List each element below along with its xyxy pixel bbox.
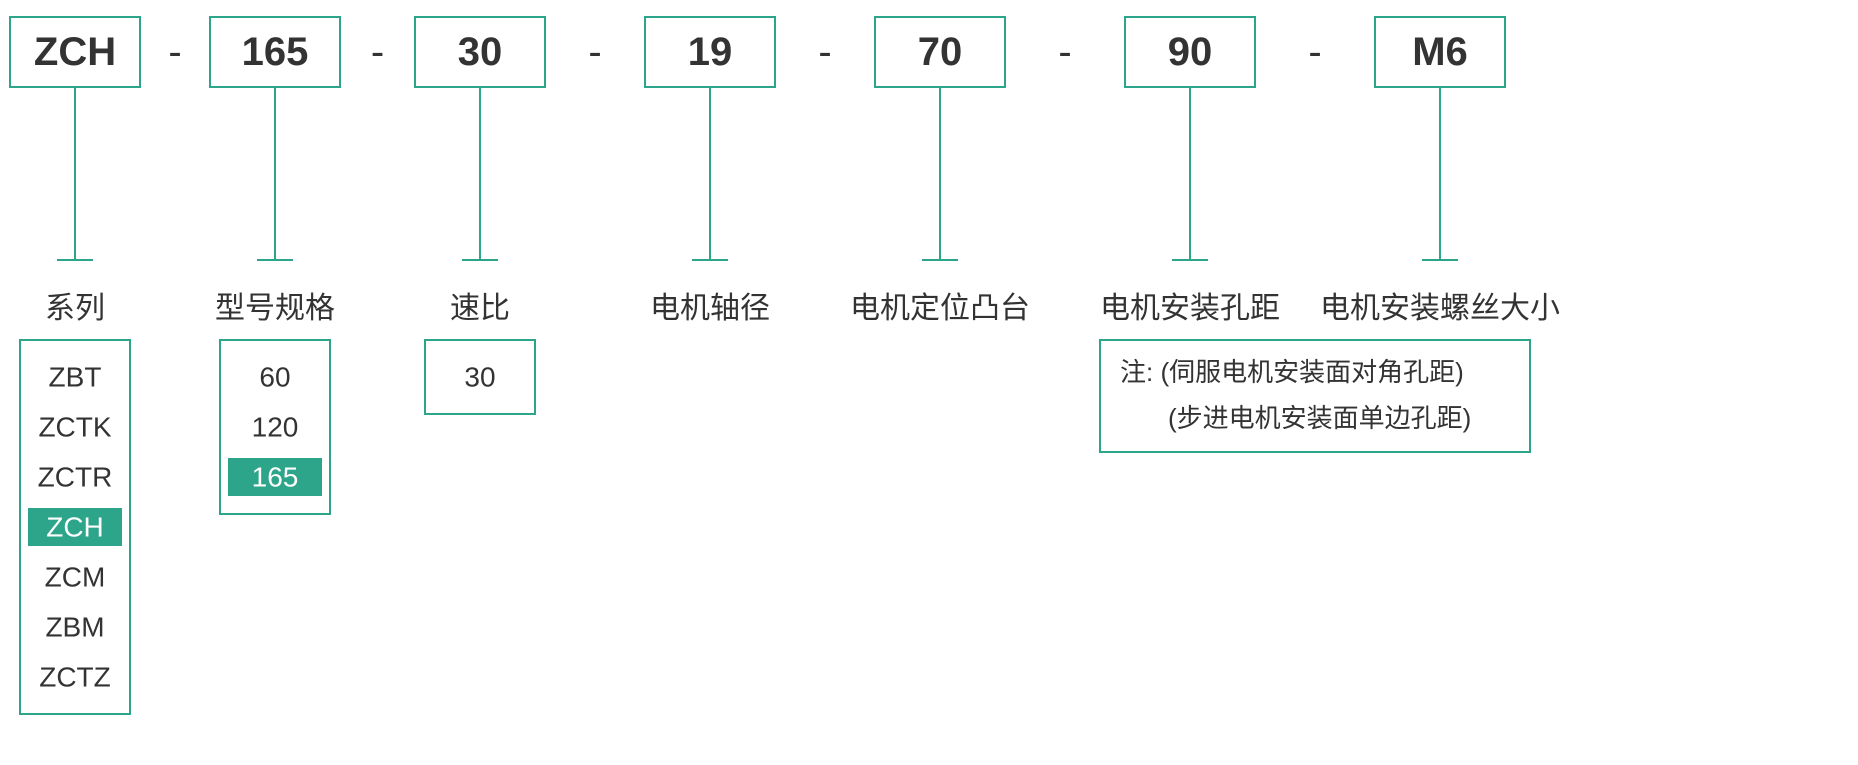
code-boss: 70 [918, 30, 963, 74]
connector-pitch [1172, 87, 1208, 260]
connector-series [57, 87, 93, 260]
option-series-0: ZBT [49, 362, 102, 393]
label-boss: 电机定位凸台 [850, 292, 1030, 325]
options-model: 60 120 165 [220, 340, 330, 514]
dash-5: - [1058, 30, 1071, 74]
code-screw: M6 [1412, 30, 1468, 74]
connector-model [257, 87, 293, 260]
code-box-series: ZCH [10, 17, 140, 87]
option-model-0: 60 [259, 362, 290, 393]
note-line-0: 注: (伺服电机安装面对角孔距) [1120, 357, 1464, 387]
connector-shaft [692, 87, 728, 260]
options-series: ZBT ZCTK ZCTR ZCH ZCM ZBM ZCTZ [20, 340, 130, 714]
code-shaft: 19 [688, 30, 733, 74]
connector-boss [922, 87, 958, 260]
code-box-boss: 70 [875, 17, 1005, 87]
option-series-2: ZCTR [38, 462, 113, 493]
option-model-1: 120 [252, 412, 299, 443]
label-screw: 电机安装螺丝大小 [1320, 292, 1560, 325]
option-series-1: ZCTK [38, 412, 111, 443]
label-ratio: 速比 [450, 292, 510, 325]
code-ratio: 30 [458, 30, 503, 74]
code-box-pitch: 90 [1125, 17, 1255, 87]
dash-2: - [371, 30, 384, 74]
code-pitch: 90 [1168, 30, 1213, 74]
code-box-shaft: 19 [645, 17, 775, 87]
dash-4: - [818, 30, 831, 74]
connector-ratio [462, 87, 498, 260]
label-shaft: 电机轴径 [650, 292, 770, 325]
option-series-5: ZBM [45, 612, 104, 643]
label-model: 型号规格 [215, 292, 335, 325]
dash-6: - [1308, 30, 1321, 74]
option-series-4: ZCM [45, 562, 106, 593]
options-ratio: 30 [425, 340, 535, 414]
option-model-2: 165 [252, 462, 299, 493]
note-line-1: (步进电机安装面单边孔距) [1168, 403, 1471, 433]
code-box-screw: M6 [1375, 17, 1505, 87]
connector-screw [1422, 87, 1458, 260]
option-ratio-0: 30 [464, 362, 495, 393]
label-series: 系列 [45, 292, 105, 325]
code-box-ratio: 30 [415, 17, 545, 87]
code-series: ZCH [34, 30, 116, 74]
dash-3: - [588, 30, 601, 74]
option-series-6: ZCTZ [39, 662, 111, 693]
notes-box: 注: (伺服电机安装面对角孔距) (步进电机安装面单边孔距) [1100, 340, 1530, 452]
option-series-3: ZCH [46, 512, 104, 543]
dash-1: - [168, 30, 181, 74]
code-box-model: 165 [210, 17, 340, 87]
code-model: 165 [242, 30, 309, 74]
label-pitch: 电机安装孔距 [1100, 292, 1280, 325]
